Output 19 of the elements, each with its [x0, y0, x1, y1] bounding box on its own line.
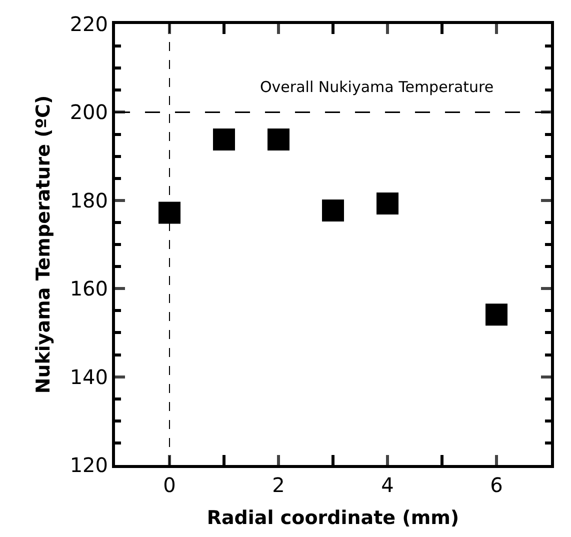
y-tick-label: 220	[70, 12, 108, 36]
y-tick-label: 120	[70, 453, 108, 477]
x-tick-label: 0	[163, 473, 176, 497]
x-tick-label: 4	[381, 473, 394, 497]
y-tick-label: 180	[70, 188, 108, 212]
point	[376, 192, 398, 214]
y-tick-label: 160	[70, 276, 108, 301]
y-axis-title: Nukiyama Temperature (ºC)	[32, 95, 55, 394]
y-tick-label: 140	[70, 364, 108, 389]
y-tick-label: 200	[70, 100, 108, 124]
point	[322, 200, 344, 222]
point	[158, 202, 180, 224]
point	[486, 304, 508, 326]
x-axis-title: Radial coordinate (mm)	[206, 506, 460, 529]
point	[268, 128, 290, 151]
point	[213, 128, 235, 151]
ref-line-label: Overall Nukiyama Temperature	[260, 78, 494, 96]
x-tick-label: 2	[272, 473, 285, 497]
x-tick-label: 6	[490, 473, 503, 497]
